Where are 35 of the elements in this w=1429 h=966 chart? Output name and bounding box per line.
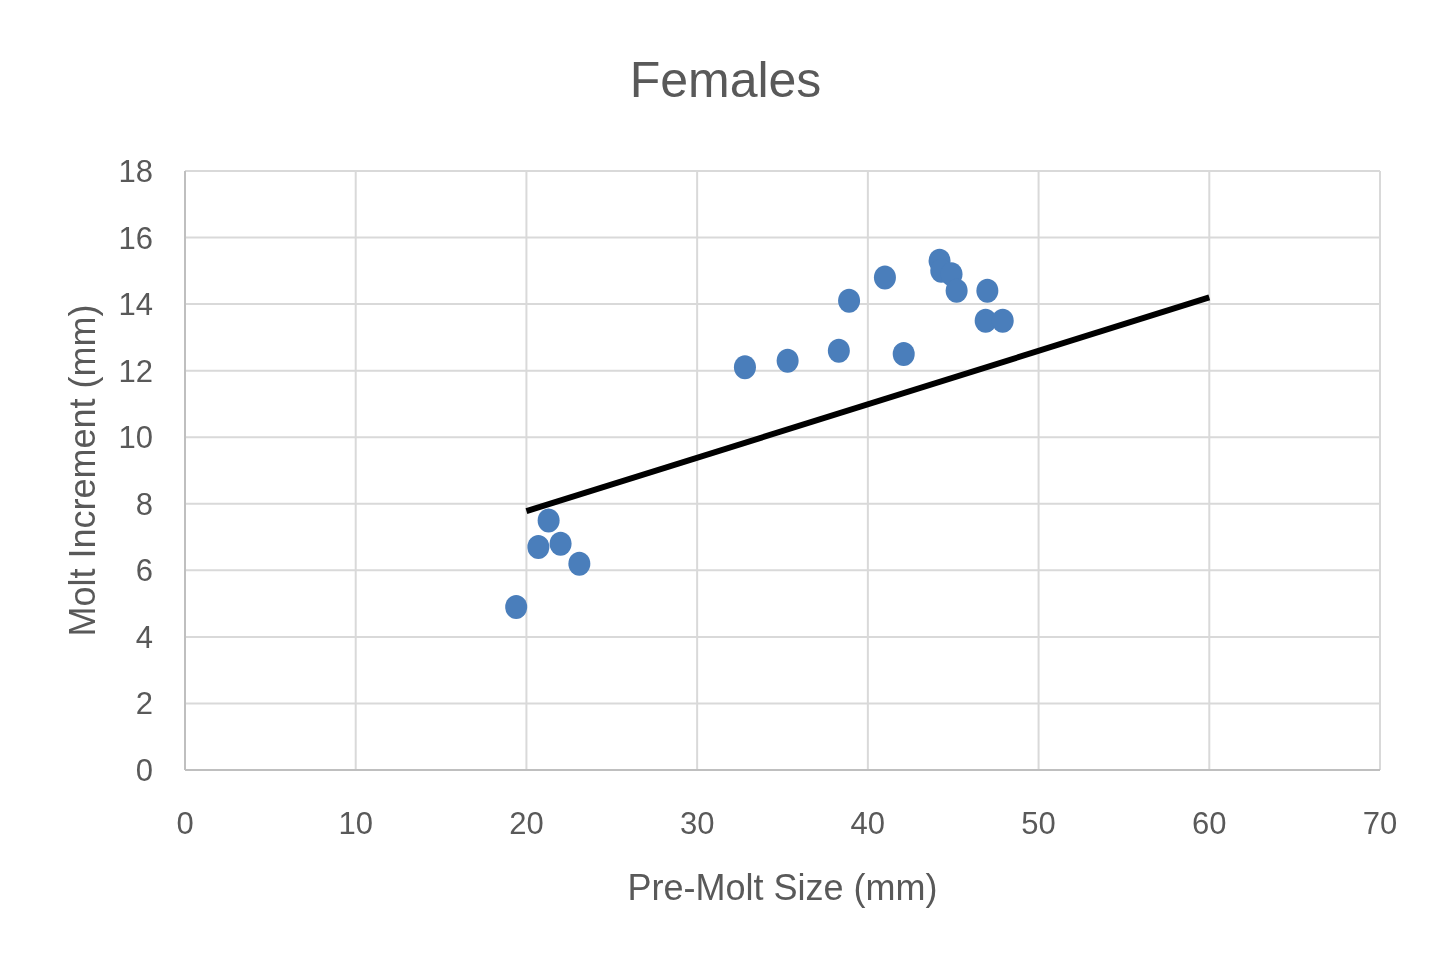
x-tick-label: 60 [1192, 806, 1227, 841]
point [505, 594, 528, 619]
x-tick-label: 70 [1362, 806, 1398, 841]
y-axis-title: Molt Increment (mm) [62, 304, 103, 637]
x-tick-label: 30 [679, 806, 715, 841]
x-tick-label: 0 [176, 806, 194, 841]
point [945, 278, 968, 303]
point [549, 531, 572, 556]
point [873, 265, 896, 290]
y-tick-label: 14 [118, 287, 153, 323]
y-tick-label: 18 [118, 154, 153, 189]
x-tick-label: 40 [850, 806, 886, 841]
y-tick-label: 8 [135, 486, 153, 522]
x-axis-title: Pre-Molt Size (mm) [627, 867, 938, 908]
x-tick-label: 20 [509, 806, 544, 841]
x-tick-label: 50 [1021, 806, 1056, 841]
point [991, 308, 1014, 333]
point [733, 355, 756, 380]
point [568, 551, 591, 576]
point [827, 338, 850, 363]
point [537, 508, 560, 533]
y-tick-label: 4 [135, 619, 153, 655]
y-tick-label: 12 [118, 353, 153, 389]
point [976, 278, 999, 303]
y-tick-label: 10 [118, 420, 153, 456]
point [892, 342, 915, 367]
x-tick-label: 10 [338, 806, 373, 841]
y-tick-label: 0 [135, 753, 153, 788]
point [776, 348, 799, 373]
point [838, 288, 861, 313]
chart-title: Females [629, 52, 822, 108]
y-tick-label: 2 [135, 686, 153, 722]
y-tick-label: 16 [118, 220, 153, 256]
y-tick-label: 6 [135, 553, 153, 589]
point [527, 535, 550, 560]
